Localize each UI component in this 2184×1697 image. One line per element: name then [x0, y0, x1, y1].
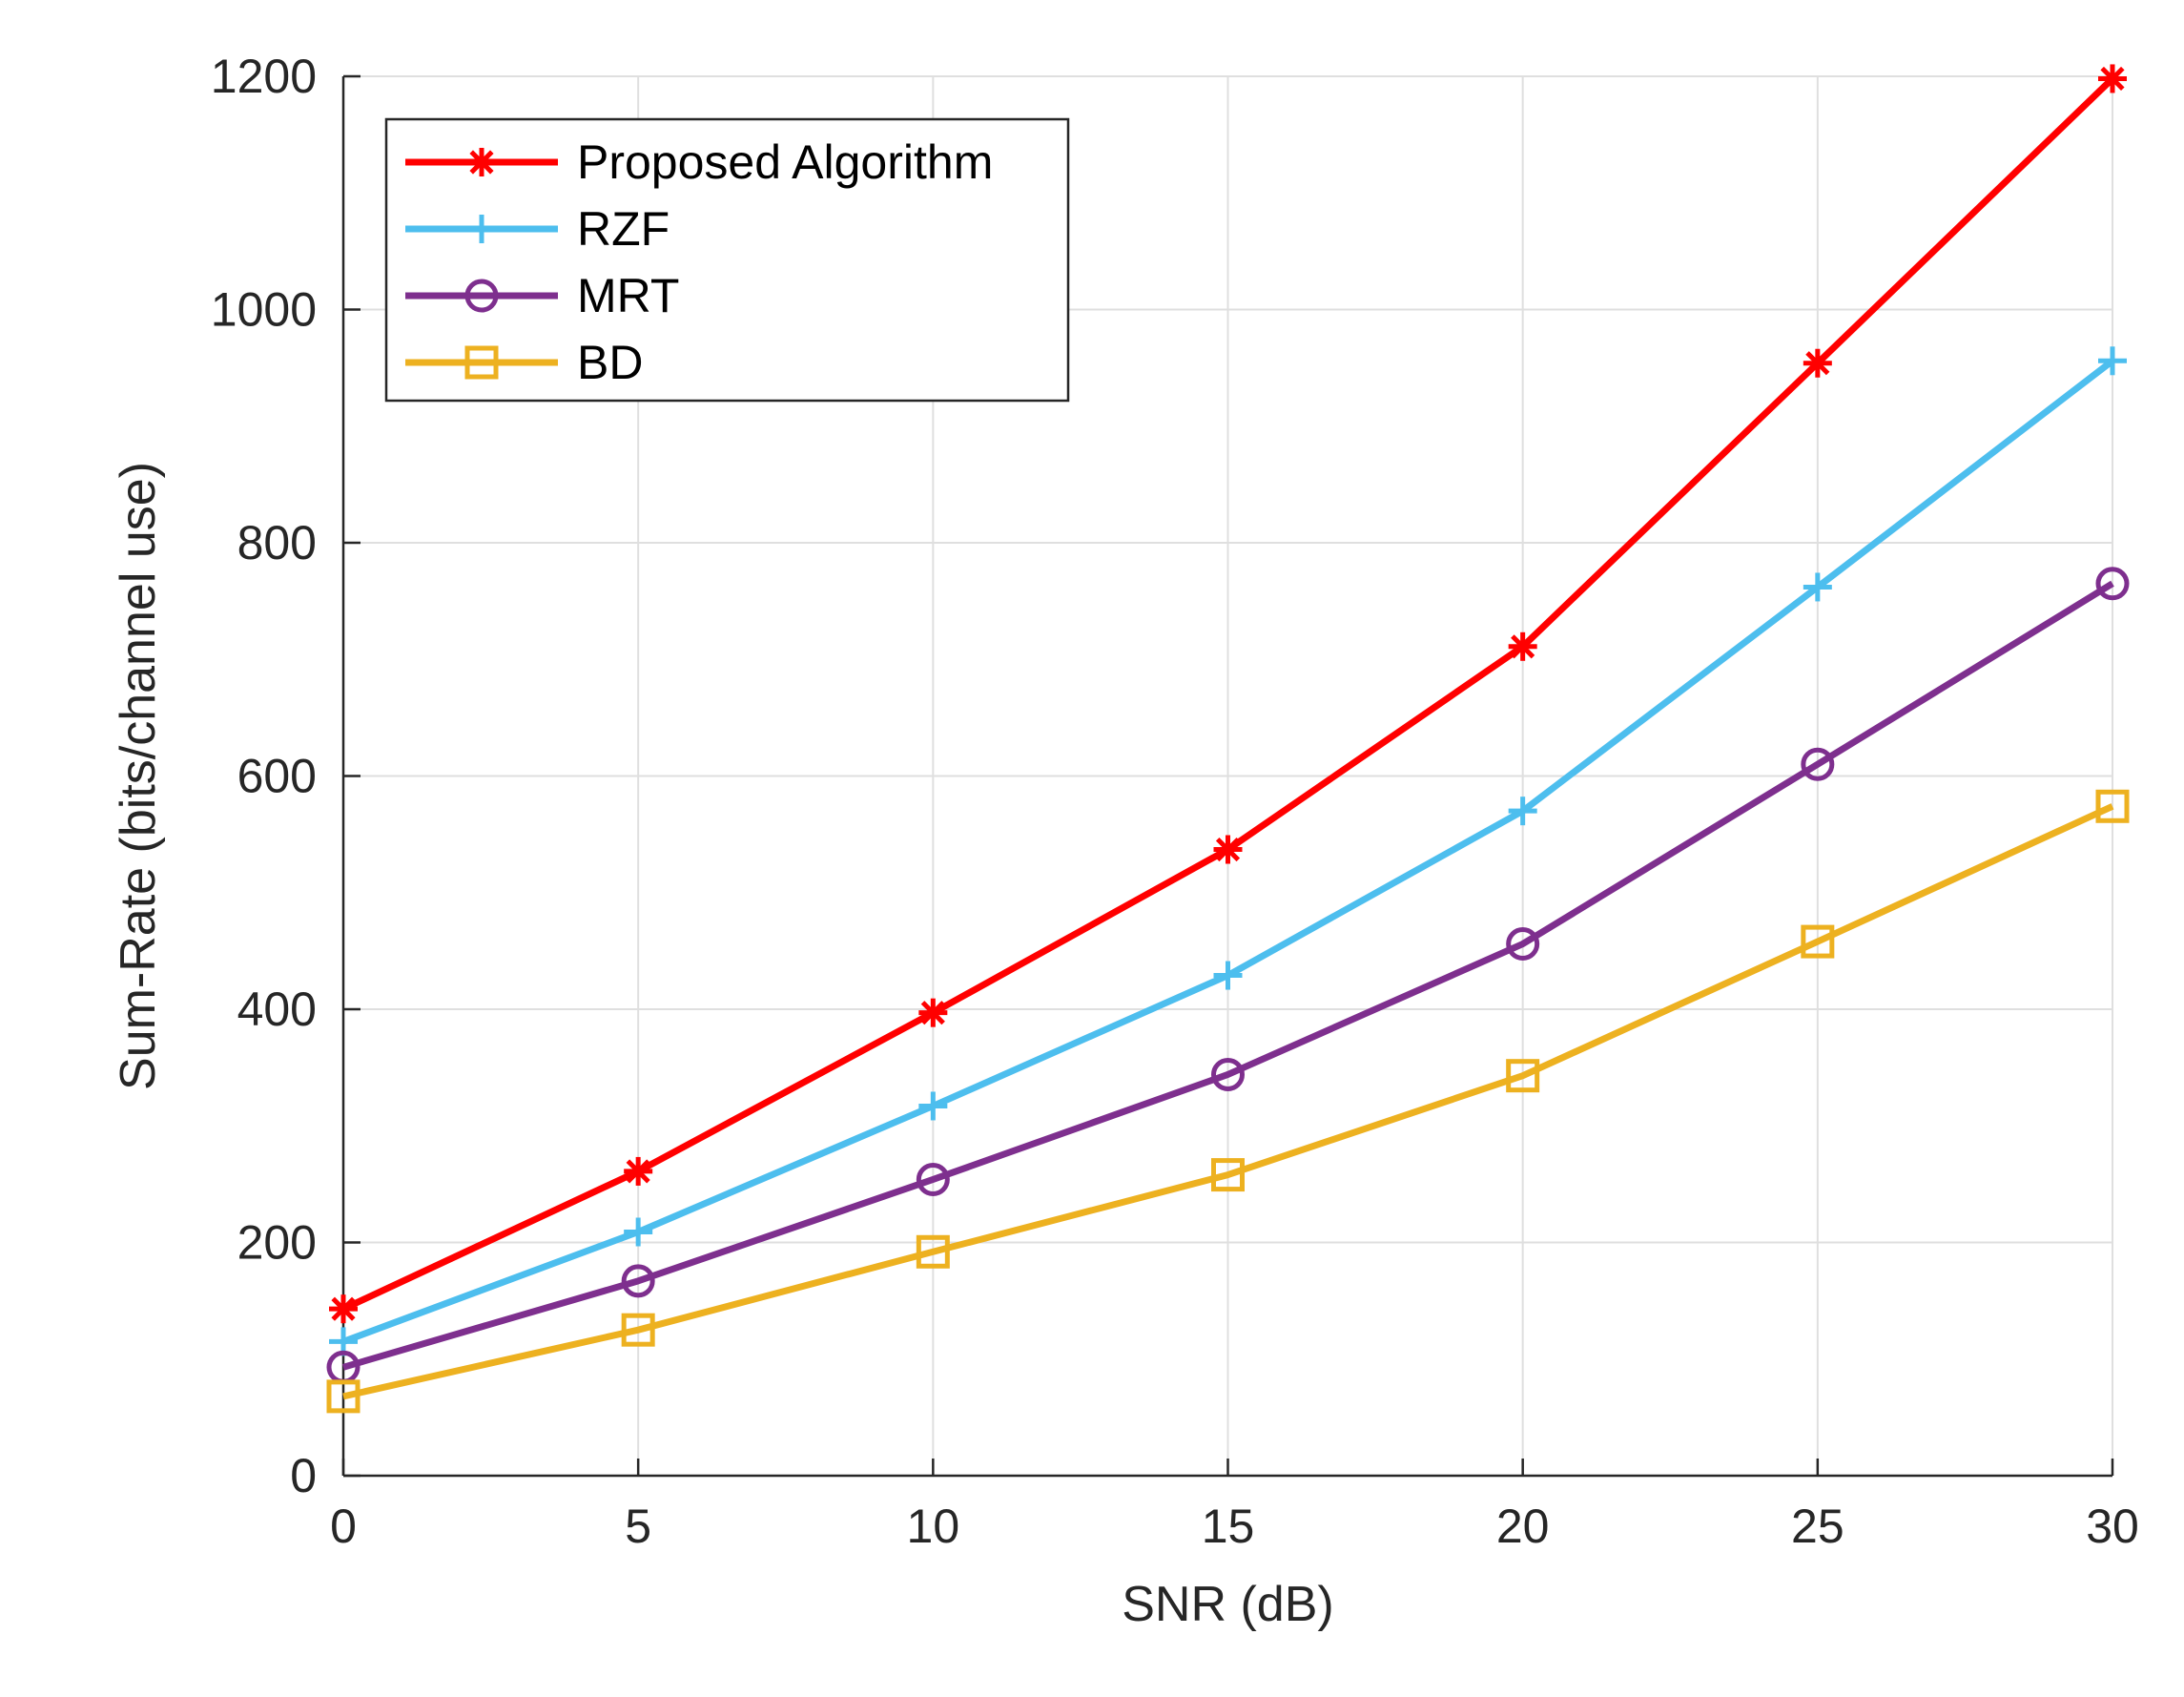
data-point: [1801, 924, 1835, 959]
data-point: [467, 148, 496, 176]
data-point: [621, 1313, 655, 1347]
data-point: [918, 1091, 948, 1121]
legend-label: Proposed Algorithm: [577, 135, 993, 189]
data-point: [2095, 567, 2130, 601]
data-point: [621, 1264, 655, 1298]
data-point: [1803, 572, 1832, 602]
y-tick-label: 0: [290, 1449, 317, 1502]
x-tick-label: 5: [625, 1500, 651, 1553]
legend-entry: Proposed Algorithm: [405, 135, 993, 189]
data-point: [1801, 747, 1835, 781]
series-2: [326, 567, 2130, 1384]
data-point: [916, 1162, 950, 1196]
data-point: [1211, 1057, 1245, 1091]
axes: [341, 74, 2114, 1478]
x-tick-label: 0: [330, 1500, 357, 1553]
data-point: [1506, 927, 1540, 962]
legend-label: RZF: [577, 202, 670, 256]
series-line: [342, 580, 2114, 1371]
data-point: [918, 998, 948, 1027]
data-point: [464, 345, 499, 380]
tick-labels: 0 5 10 15 20 25 30 0 200 400 600 800 1000 1200: [211, 50, 2139, 1553]
data-point: [1211, 1158, 1245, 1192]
x-tick-label: 15: [1202, 1500, 1255, 1553]
data-point: [326, 1379, 361, 1414]
legend-entry: RZF: [405, 202, 670, 256]
y-axis-label: Sum-Rate (bits/channel use): [111, 462, 166, 1090]
y-tick-label: 1200: [211, 50, 317, 103]
x-tick-label: 20: [1496, 1500, 1550, 1553]
data-point: [1213, 961, 1243, 990]
y-tick-label: 600: [237, 750, 317, 803]
data-point: [1803, 348, 1832, 378]
data-point: [2098, 346, 2127, 376]
data-point: [2095, 789, 2130, 823]
data-point: [464, 279, 499, 313]
data-point: [1506, 1059, 1540, 1093]
data-point: [1213, 835, 1243, 864]
legend-entry: MRT: [405, 269, 679, 322]
data-point: [467, 215, 496, 243]
series-1: [329, 346, 2127, 1356]
legend-label: BD: [577, 336, 643, 389]
data-point: [329, 1294, 358, 1324]
legend-entry: BD: [405, 336, 643, 389]
y-tick-label: 1000: [211, 283, 317, 337]
legend: Proposed Algorithm RZF MRT BD: [384, 117, 1070, 403]
series-layer: [326, 64, 2130, 1414]
series-3: [326, 789, 2130, 1414]
y-tick-label: 400: [237, 983, 317, 1036]
data-point: [624, 1156, 653, 1186]
legend-label: MRT: [577, 269, 679, 322]
data-point: [624, 1217, 653, 1247]
x-axis-label: SNR (dB): [1122, 1577, 1333, 1632]
data-point: [1508, 797, 1537, 826]
y-tick-label: 800: [237, 516, 317, 569]
x-tick-label: 30: [2086, 1500, 2139, 1553]
x-tick-label: 25: [1791, 1500, 1844, 1553]
legend-box: [384, 117, 1070, 403]
series-0: [329, 64, 2127, 1324]
x-tick-label: 10: [907, 1500, 960, 1553]
data-point: [2098, 64, 2127, 93]
series-line: [342, 803, 2114, 1400]
data-point: [1508, 631, 1537, 661]
y-tick-label: 200: [237, 1216, 317, 1270]
data-point: [916, 1234, 950, 1269]
